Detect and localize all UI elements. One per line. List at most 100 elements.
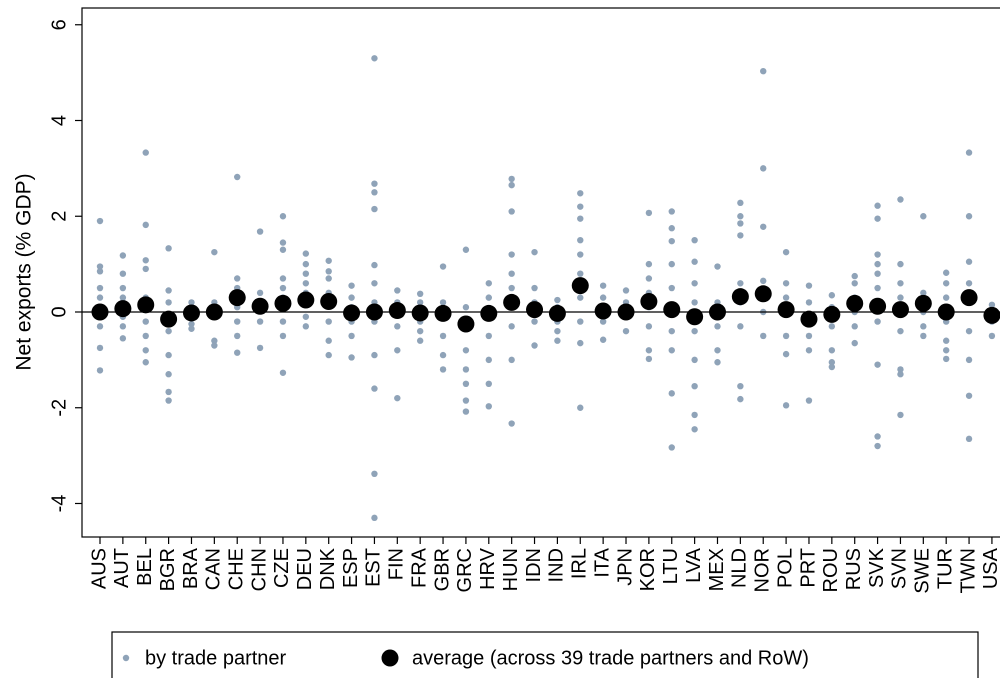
partner-point (942, 294, 950, 301)
partner-point (371, 280, 378, 287)
x-tick-label: LVA (683, 547, 705, 582)
partner-point (645, 209, 653, 217)
partner-point (508, 270, 515, 277)
partner-point (577, 294, 584, 301)
partner-point (645, 355, 653, 363)
partner-point (691, 426, 698, 433)
partner-point (851, 280, 858, 287)
x-tick-label: SWE (912, 548, 934, 594)
partner-point (577, 236, 584, 244)
legend-marker (122, 654, 130, 662)
partner-point (965, 327, 973, 335)
partner-point (371, 470, 378, 478)
partner-point (668, 444, 675, 451)
y-tick-label: -4 (48, 495, 70, 513)
average-point (297, 291, 315, 309)
partner-point (920, 323, 927, 330)
partner-point (874, 270, 881, 277)
partner-point (234, 173, 241, 181)
average-point (343, 304, 361, 322)
partner-point (165, 287, 172, 294)
partner-point (920, 332, 927, 340)
average-point (594, 302, 612, 320)
partner-point (325, 351, 332, 359)
x-tick-label: HUN (500, 548, 522, 591)
average-point (640, 292, 658, 310)
average-point (251, 297, 269, 315)
x-tick-label: BEL (134, 548, 156, 586)
partner-point (942, 337, 950, 344)
partner-point (256, 318, 264, 325)
partner-point (485, 380, 492, 388)
partner-point (965, 280, 973, 287)
partner-point (760, 277, 767, 285)
x-tick-label: USA (980, 547, 1000, 589)
legend-label: by trade partner (145, 647, 287, 669)
x-tick-label: AUS (88, 548, 110, 589)
partner-point (577, 190, 584, 197)
x-tick-label: NLD (729, 548, 751, 588)
partner-point (462, 347, 470, 354)
x-tick-label: KOR (637, 548, 659, 591)
partner-point (805, 282, 813, 289)
partner-point (485, 332, 492, 340)
average-point (571, 277, 589, 295)
partner-point (96, 284, 104, 292)
partner-point (737, 213, 744, 220)
partner-point (165, 351, 172, 359)
partner-point (165, 397, 172, 404)
partner-point (851, 323, 858, 330)
partner-point (439, 332, 447, 340)
partner-point (965, 213, 973, 220)
partner-point (188, 320, 195, 328)
partner-point (737, 199, 744, 207)
partner-point (714, 359, 721, 366)
partner-point (691, 280, 698, 287)
partner-point (577, 203, 584, 210)
partner-point (828, 347, 836, 354)
partner-point (119, 270, 127, 277)
partner-point (737, 382, 744, 390)
partner-point (965, 356, 973, 364)
partner-point (462, 246, 470, 253)
partner-point (668, 237, 675, 245)
partner-point (782, 294, 790, 301)
partner-point (828, 359, 836, 366)
partner-point (462, 366, 470, 373)
partner-point (256, 289, 264, 297)
partner-point (760, 165, 767, 172)
partner-point (577, 215, 584, 222)
legend-box (111, 631, 979, 678)
partner-point (874, 361, 881, 368)
average-point (548, 304, 566, 322)
partner-point (599, 336, 607, 343)
partner-point (439, 366, 447, 373)
x-tick-label: BRA (180, 547, 202, 589)
partner-point (96, 323, 104, 330)
partner-point (302, 280, 310, 287)
average-point (137, 296, 155, 314)
partner-point (165, 371, 172, 378)
partner-point (165, 245, 172, 252)
partner-point (485, 294, 492, 301)
partner-point (462, 304, 470, 311)
partner-point (805, 397, 813, 404)
legend-marker (381, 649, 399, 667)
partner-point (965, 149, 973, 156)
x-tick-label: LTU (660, 548, 682, 584)
partner-point (394, 394, 401, 402)
partner-point (577, 251, 584, 258)
partner-point (554, 337, 561, 344)
average-point (160, 310, 178, 328)
average-point (617, 303, 635, 321)
y-tick-label: 6 (48, 19, 70, 30)
partner-point (142, 332, 149, 340)
partner-point (371, 189, 378, 196)
partner-point (645, 275, 653, 282)
x-tick-label: BGR (157, 548, 179, 591)
partner-point (119, 335, 127, 342)
partner-point (988, 301, 996, 309)
partner-point (874, 251, 881, 258)
partner-point (302, 260, 310, 268)
average-point (434, 304, 452, 322)
